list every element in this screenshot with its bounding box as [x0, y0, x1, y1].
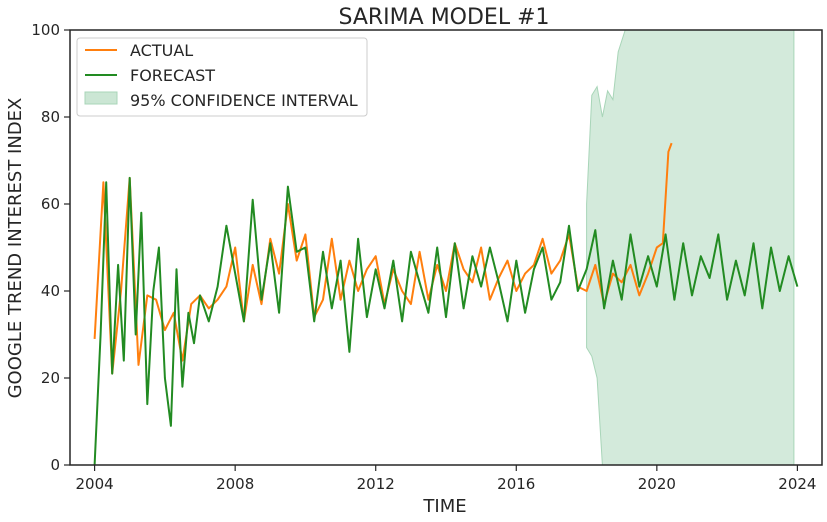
confidence-interval-band	[586, 30, 795, 465]
x-tick-label: 2004	[76, 475, 114, 493]
legend-swatch-confidence	[84, 91, 118, 105]
y-tick-label: 60	[41, 195, 60, 213]
x-tick-label: 2020	[638, 475, 676, 493]
chart-title: SARIMA MODEL #1	[338, 5, 549, 30]
legend-box	[76, 37, 368, 117]
y-tick-label: 40	[41, 282, 60, 300]
x-tick-label: 2016	[497, 475, 535, 493]
y-axis-ticks: 0 20 40 60 80 100	[31, 21, 70, 474]
series-line-forecast	[93, 176, 799, 465]
series-layer	[93, 142, 799, 465]
x-tick-label: 2024	[778, 475, 816, 493]
y-tick-label: 100	[31, 21, 60, 39]
x-tick-label: 2012	[357, 475, 395, 493]
y-tick-label: 0	[50, 456, 60, 474]
y-axis-title: GOOGLE TREND INTEREST INDEX	[5, 98, 26, 399]
legend-label-actual: ACTUAL	[130, 41, 193, 60]
y-tick-label: 80	[41, 108, 60, 126]
plot-frame	[69, 29, 823, 466]
x-tick-label: 2008	[216, 475, 254, 493]
confidence-interval-layer	[586, 30, 795, 465]
series-line-actual	[93, 142, 673, 375]
legend-label-confidence: 95% CONFIDENCE INTERVAL	[130, 91, 358, 110]
x-axis-title: TIME	[422, 496, 466, 517]
y-tick-label: 20	[41, 369, 60, 387]
legend-label-forecast: FORECAST	[130, 66, 215, 85]
legend: ACTUAL FORECAST 95% CONFIDENCE INTERVAL	[76, 37, 368, 117]
x-axis-ticks: 2004 2008 2012 2016 2020 2024	[76, 465, 816, 493]
